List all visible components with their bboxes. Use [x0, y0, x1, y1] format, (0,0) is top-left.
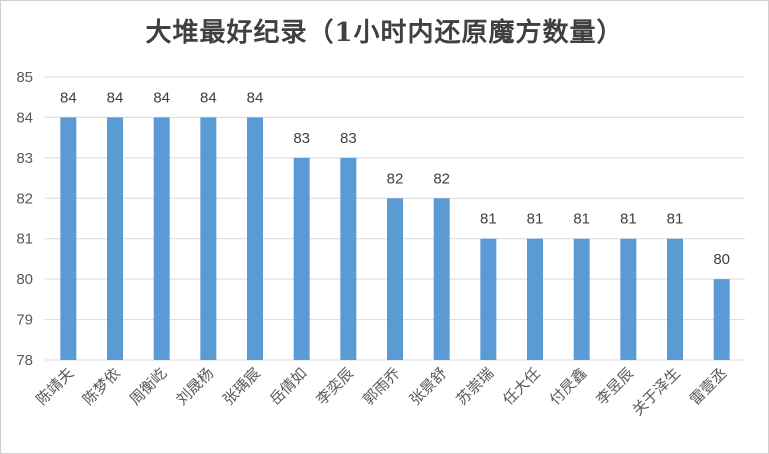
- y-tick-label: 81: [16, 231, 33, 248]
- data-label: 84: [200, 89, 217, 106]
- y-tick-label: 83: [16, 150, 33, 167]
- data-label: 84: [107, 89, 124, 106]
- y-tick-label: 78: [16, 352, 33, 369]
- y-tick-label: 85: [16, 69, 33, 86]
- y-axis-ticks: 78 79 80 81 82 83 84 85: [16, 69, 33, 369]
- bar-3: [200, 117, 217, 360]
- data-label: 82: [387, 170, 404, 187]
- category-label: 李昱辰: [593, 364, 638, 409]
- bar-14: [713, 279, 730, 360]
- data-label: 81: [667, 211, 684, 228]
- bar-11: [573, 238, 590, 360]
- category-label: 张瑀宸: [219, 364, 264, 409]
- bar-9: [480, 238, 497, 360]
- bar-10: [527, 238, 543, 360]
- data-label: 81: [620, 211, 637, 228]
- category-label: 雷壹丞: [686, 364, 731, 409]
- data-label: 84: [60, 89, 77, 106]
- bar-6: [340, 157, 357, 360]
- data-label: 83: [340, 130, 357, 147]
- category-label: 张景舒: [406, 364, 451, 409]
- y-tick-label: 82: [16, 190, 33, 207]
- data-labels: 84 84 84 84 84 83 83 82 82 81 81 81 81 81 80: [60, 89, 730, 268]
- data-label: 84: [247, 89, 264, 106]
- data-label: 82: [433, 170, 450, 187]
- category-label: 李奕辰: [313, 364, 358, 409]
- bars: [60, 117, 730, 360]
- bar-7: [387, 198, 403, 360]
- data-label: 80: [713, 251, 730, 268]
- y-tick-label: 84: [16, 109, 33, 126]
- bar-13: [667, 238, 683, 360]
- data-label: 81: [480, 211, 497, 228]
- category-label: 付昃鑫: [546, 364, 591, 409]
- bar-1: [107, 117, 123, 360]
- bar-0: [60, 117, 77, 360]
- category-label: 陈靖夫: [33, 364, 78, 409]
- category-label: 关于泽生: [629, 364, 684, 419]
- category-label: 岳倩如: [266, 364, 311, 409]
- y-tick-label: 80: [16, 271, 33, 288]
- category-label: 周衡屹: [126, 364, 171, 409]
- data-label: 81: [573, 211, 590, 228]
- bar-4: [247, 117, 263, 360]
- data-label: 83: [293, 130, 310, 147]
- category-label: 陈梦依: [79, 364, 124, 409]
- bar-5: [293, 157, 310, 360]
- bar-12: [620, 238, 637, 360]
- chart-title: 大堆最好纪录（1小时内还原魔方数量）: [145, 18, 624, 48]
- y-tick-label: 79: [16, 312, 33, 329]
- bar-8: [433, 198, 450, 360]
- category-label: 任大任: [499, 364, 544, 409]
- category-label: 郭雨乔: [359, 364, 404, 409]
- bar-2: [153, 117, 170, 360]
- data-label: 84: [153, 89, 170, 106]
- category-label: 刘晟杨: [173, 364, 218, 409]
- category-label: 苏崇瑞: [453, 364, 498, 409]
- data-label: 81: [527, 211, 544, 228]
- category-labels: 陈靖夫 陈梦依 周衡屹 刘晟杨 张瑀宸 岳倩如 李奕辰 郭雨乔 张景舒 苏崇瑞 任大任 付昃鑫 李昱辰关…: [33, 364, 731, 419]
